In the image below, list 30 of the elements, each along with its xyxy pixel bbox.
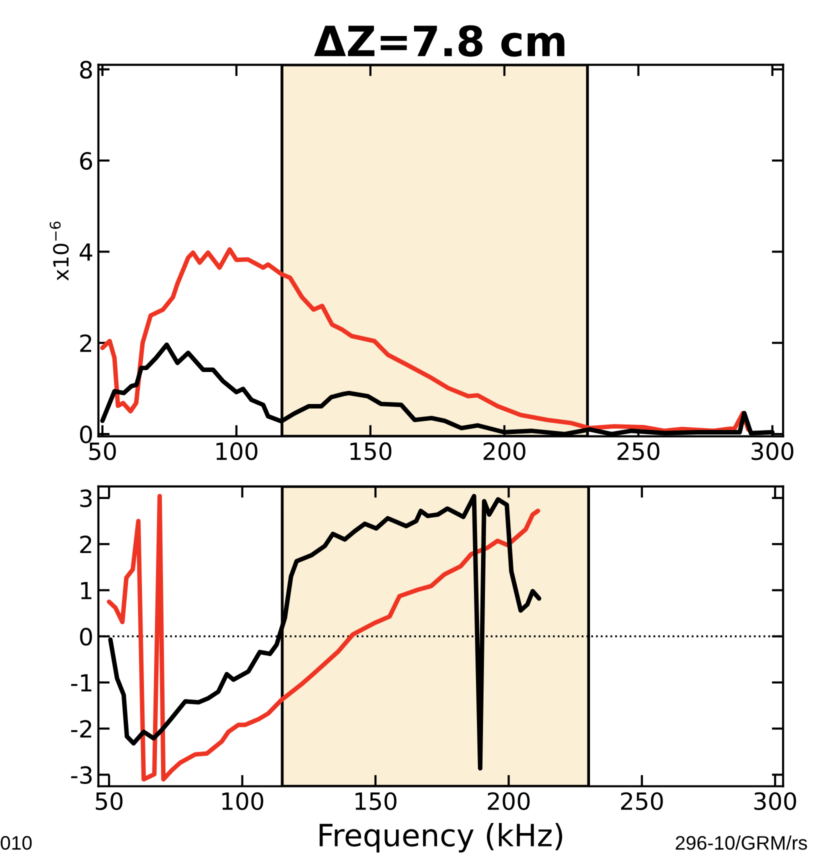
y-tick-label: -3 (71, 766, 92, 784)
x-tick-label: 300 (752, 442, 794, 460)
text: 296-10/GRM/rs (676, 836, 808, 850)
x-tick-label: 100 (222, 792, 264, 810)
y-axis-title: x10$^{−6}$ (50, 222, 69, 281)
y-tick-label: 4 (80, 243, 92, 261)
x-tick-label: 50 (89, 442, 116, 460)
x-tick-label: 250 (618, 442, 660, 460)
y-tick-label: -2 (71, 720, 92, 738)
x-tick-label: 150 (356, 792, 396, 810)
x-tick-label: 100 (216, 442, 258, 460)
y-tick-label: 3 (80, 489, 92, 508)
y-tick-label: 8 (80, 60, 92, 79)
chart-title: ΔZ=7.8 cm (314, 25, 564, 57)
x-tick-label: 50 (96, 792, 123, 810)
y-tick-label: 2 (80, 334, 92, 352)
text: 010 (0, 836, 32, 850)
x-tick-label: 200 (484, 442, 526, 460)
x-tick-label: 250 (621, 792, 663, 810)
y-tick-label: 2 (80, 536, 92, 554)
y-tick-label: 0 (80, 425, 92, 444)
y-tick-label: 6 (80, 152, 92, 170)
y-tick-label: 1 (81, 582, 92, 600)
line-series (100, 247, 750, 434)
x-tick-label: 150 (350, 442, 392, 460)
x-axis-title: Frequency (kHz) (320, 822, 562, 853)
x-tick-label: 300 (754, 792, 796, 810)
x-tick-label: 200 (488, 792, 530, 810)
y-tick-label: 0 (80, 628, 92, 646)
y-tick-label: -1 (71, 674, 92, 692)
